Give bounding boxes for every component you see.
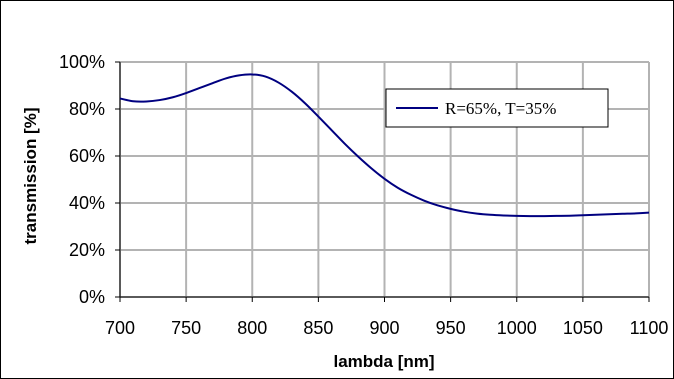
legend-label: R=65%, T=35% <box>445 99 556 118</box>
x-tick-label: 1050 <box>563 318 603 338</box>
series-line-0 <box>119 73 650 218</box>
y-axis-title: transmission [%] <box>21 108 40 245</box>
x-tick-labels: 700 750 800 850 900 950 1000 1050 1100 <box>105 318 668 338</box>
y-tick-label: 40% <box>69 193 105 213</box>
legend: R=65%, T=35% <box>385 88 609 128</box>
x-tick-label: 900 <box>369 318 399 338</box>
x-tick-label: 700 <box>105 318 135 338</box>
y-tick-label: 20% <box>69 240 105 260</box>
y-tick-label: 100% <box>59 52 105 72</box>
axes <box>115 61 650 302</box>
x-tick-label: 800 <box>237 318 267 338</box>
x-tick-label: 850 <box>303 318 333 338</box>
y-tick-labels: 0% 20% 40% 60% 80% 100% <box>59 52 105 307</box>
y-tick-label: 80% <box>69 99 105 119</box>
series-lines <box>119 73 650 218</box>
x-tick-label: 1000 <box>497 318 537 338</box>
x-axis-title: lambda [nm] <box>333 352 434 371</box>
x-tick-label: 950 <box>436 318 466 338</box>
y-tick-label: 0% <box>79 287 105 307</box>
x-tick-label: 750 <box>171 318 201 338</box>
y-tick-label: 60% <box>69 146 105 166</box>
x-tick-label: 1100 <box>630 318 669 338</box>
